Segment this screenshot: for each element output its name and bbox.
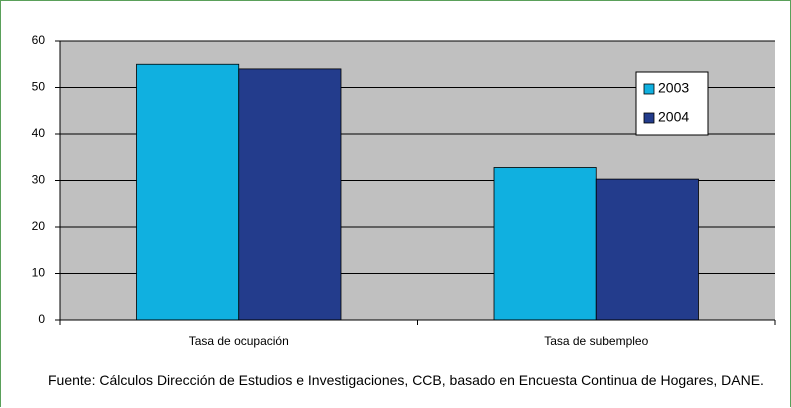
y-tick-label: 20 [32, 219, 46, 233]
y-tick-label: 30 [32, 173, 46, 187]
bar [136, 63, 240, 321]
x-tick-label: Tasa de ocupación [189, 334, 289, 348]
legend-swatch [643, 112, 655, 124]
legend-box [635, 71, 709, 136]
bar [595, 178, 699, 321]
legend-label: 2003 [658, 80, 689, 96]
bar [493, 167, 597, 321]
x-tick-label: Tasa de subempleo [544, 334, 648, 348]
legend-swatch [643, 83, 655, 95]
chart: 0 10 20 30 40 50 60 Tasa de ocupación Tasa de su… [32, 33, 776, 348]
y-tick-label: 40 [32, 126, 46, 140]
y-tick-label: 0 [38, 312, 45, 326]
y-tick-label: 10 [32, 266, 46, 280]
source-note: Fuente: Cálculos Dirección de Estudios e… [48, 372, 764, 388]
bar [238, 68, 342, 321]
y-tick-label: 60 [32, 33, 46, 47]
y-tick-label: 50 [32, 80, 46, 94]
legend-label: 2004 [658, 109, 689, 125]
